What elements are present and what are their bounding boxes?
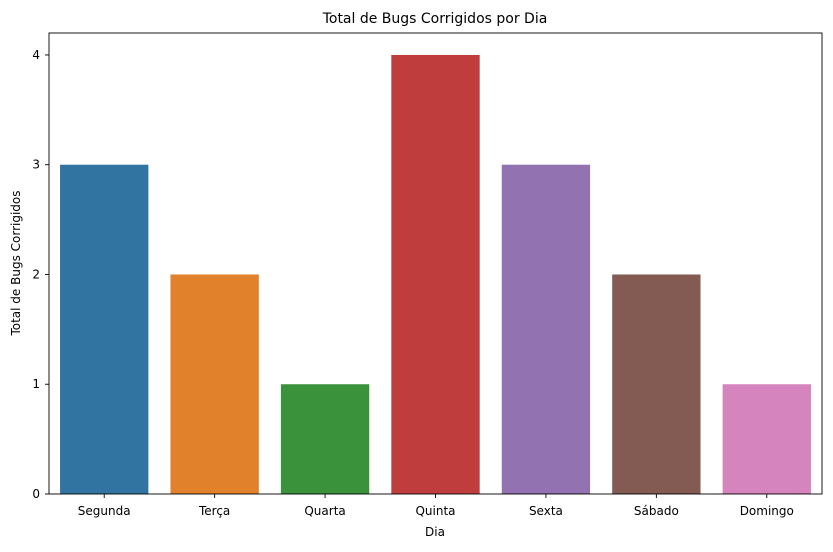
y-tick-label: 2 <box>32 267 40 281</box>
x-tick-label: Segunda <box>78 504 131 518</box>
bar-6 <box>612 274 701 494</box>
plot-frame <box>48 32 823 495</box>
bar-7 <box>722 384 811 494</box>
bar-4 <box>391 54 480 494</box>
x-tick-label: Sexta <box>529 504 563 518</box>
bar-1 <box>60 164 149 494</box>
y-tick-label: 0 <box>32 487 40 501</box>
bars-group <box>60 54 811 494</box>
x-tick-label: Sábado <box>634 504 679 518</box>
y-tick-label: 1 <box>32 377 40 391</box>
x-tick-label: Quinta <box>415 504 455 518</box>
x-tick-label: Domingo <box>740 504 794 518</box>
y-tick-label: 4 <box>32 48 40 62</box>
y-axis-ticks: 0 1 2 3 4 <box>32 48 49 501</box>
bar-2 <box>170 274 259 494</box>
chart-title: Total de Bugs Corrigidos por Dia <box>322 11 548 27</box>
x-axis-label: Dia <box>425 525 445 539</box>
x-tick-label: Terça <box>198 504 230 518</box>
y-axis-label: Total de Bugs Corrigidos <box>9 190 23 336</box>
bar-5 <box>501 164 591 494</box>
x-tick-label: Quarta <box>304 504 345 518</box>
y-tick-label: 3 <box>32 158 40 172</box>
bar-3 <box>280 384 370 494</box>
x-axis-ticks: Segunda Terça Quarta Quinta Sexta Sábado Domin… <box>78 494 794 518</box>
